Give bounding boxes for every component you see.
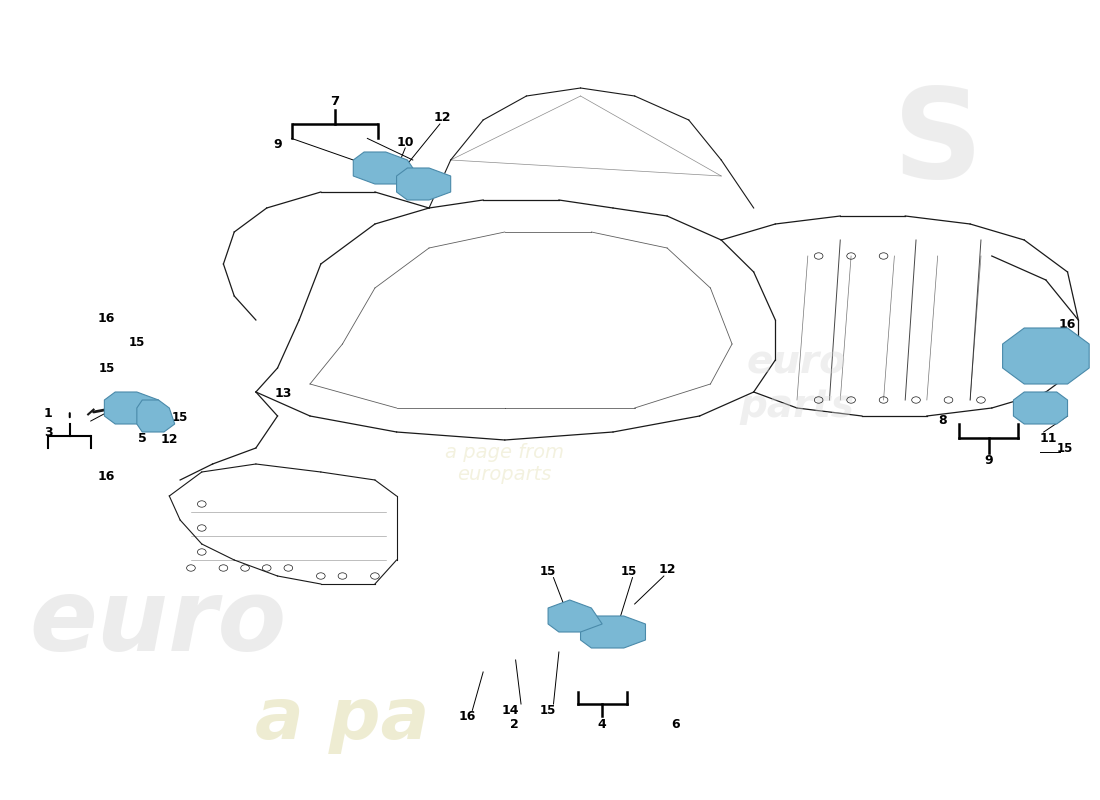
Text: a pa: a pa bbox=[255, 686, 430, 754]
Text: 12: 12 bbox=[433, 111, 451, 124]
Text: 7: 7 bbox=[330, 95, 340, 108]
Text: 10: 10 bbox=[396, 136, 414, 149]
Text: 9: 9 bbox=[984, 454, 993, 467]
Text: euro: euro bbox=[30, 575, 287, 673]
Text: 3: 3 bbox=[44, 426, 53, 438]
Text: 15: 15 bbox=[1057, 442, 1074, 454]
Text: 16: 16 bbox=[459, 710, 475, 722]
Text: 15: 15 bbox=[621, 565, 637, 578]
Text: 11: 11 bbox=[1040, 432, 1057, 445]
Text: 2: 2 bbox=[510, 718, 519, 731]
Text: 13: 13 bbox=[274, 387, 292, 400]
Text: 15: 15 bbox=[98, 362, 114, 374]
Polygon shape bbox=[353, 152, 418, 184]
Text: euro
parts: euro parts bbox=[739, 343, 855, 425]
Polygon shape bbox=[581, 616, 646, 648]
Text: 15: 15 bbox=[377, 158, 394, 170]
Polygon shape bbox=[1002, 328, 1089, 384]
Polygon shape bbox=[1013, 392, 1067, 424]
Text: 15: 15 bbox=[172, 411, 188, 424]
Text: 15: 15 bbox=[540, 704, 557, 717]
Text: S: S bbox=[893, 83, 982, 205]
Text: 4: 4 bbox=[597, 718, 606, 731]
Text: 9: 9 bbox=[273, 138, 282, 150]
Text: 16: 16 bbox=[98, 312, 116, 325]
Polygon shape bbox=[397, 168, 451, 200]
Text: 15: 15 bbox=[129, 336, 145, 349]
Text: 8: 8 bbox=[938, 414, 947, 427]
Text: 16: 16 bbox=[98, 470, 116, 482]
Polygon shape bbox=[104, 392, 158, 424]
Text: 5: 5 bbox=[138, 432, 146, 445]
Text: 14: 14 bbox=[502, 704, 519, 717]
Text: 16: 16 bbox=[1059, 318, 1076, 330]
Text: 1: 1 bbox=[44, 407, 53, 420]
Text: 12: 12 bbox=[659, 563, 675, 576]
Text: a page from
europarts: a page from europarts bbox=[446, 443, 564, 485]
Text: 12: 12 bbox=[1064, 346, 1081, 358]
Text: 6: 6 bbox=[671, 718, 680, 731]
Polygon shape bbox=[548, 600, 602, 632]
Text: 15: 15 bbox=[540, 565, 557, 578]
Polygon shape bbox=[136, 400, 175, 432]
Text: 12: 12 bbox=[161, 433, 178, 446]
